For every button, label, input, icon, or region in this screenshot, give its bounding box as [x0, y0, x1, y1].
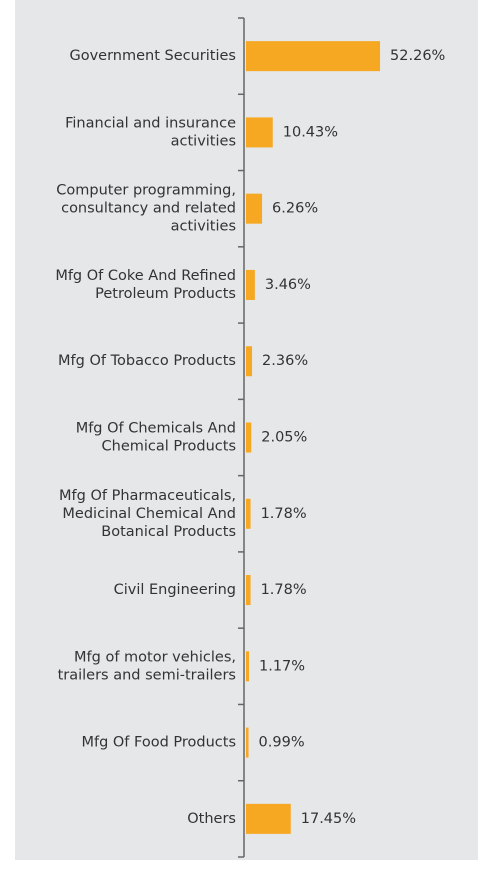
bar: [246, 651, 250, 682]
value-label: 1.17%: [259, 658, 305, 674]
value-label: 0.99%: [259, 735, 305, 751]
bar: [246, 346, 253, 377]
value-label: 1.78%: [261, 582, 307, 598]
bar: [246, 193, 263, 224]
value-label: 2.05%: [261, 430, 307, 446]
category-label: Government Securities: [69, 48, 236, 64]
category-label: Civil Engineering: [114, 582, 236, 598]
category-label: Others: [187, 811, 236, 827]
bar: [246, 41, 381, 72]
category-label: Mfg of motor vehicles, trailers and semi-…: [58, 649, 236, 683]
value-label: 3.46%: [265, 277, 311, 293]
category-label: Computer programming, consultancy and rel…: [56, 183, 236, 235]
bar: [246, 575, 251, 606]
category-label: Mfg Of Tobacco Products: [58, 353, 236, 369]
bar: [246, 498, 251, 529]
category-label: Mfg Of Food Products: [81, 735, 236, 751]
category-label: Mfg Of Pharmaceuticals, Medicinal Chemica…: [59, 488, 236, 540]
bar: [246, 803, 291, 834]
value-label: 52.26%: [390, 48, 445, 64]
category-label: Financial and insurance activities: [65, 115, 236, 149]
bar: [246, 269, 255, 300]
bar: [246, 727, 249, 758]
value-label: 10.43%: [283, 124, 338, 140]
value-label: 17.45%: [301, 811, 356, 827]
value-label: 2.36%: [262, 353, 308, 369]
bar: [246, 422, 252, 453]
value-label: 1.78%: [261, 506, 307, 522]
value-label: 6.26%: [272, 201, 318, 217]
category-label: Mfg Of Coke And Refined Petroleum Product…: [55, 268, 236, 302]
category-label: Mfg Of Chemicals And Chemical Products: [76, 421, 236, 455]
bar: [246, 117, 273, 148]
